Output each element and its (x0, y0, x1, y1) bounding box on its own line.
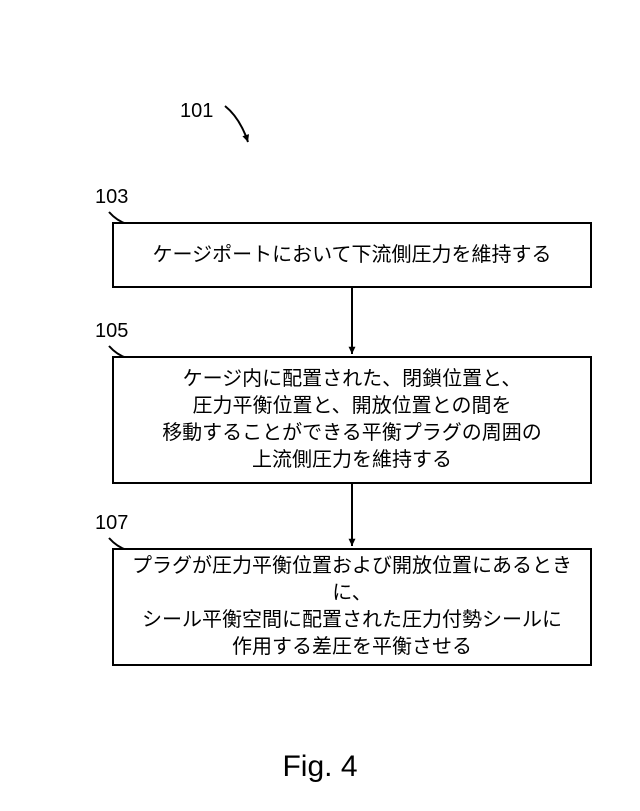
figure-caption: Fig. 4 (0, 750, 640, 784)
step-tail-107 (0, 0, 640, 811)
flowchart-container: 101 103 ケージポートにおいて下流側圧力を維持する 105 ケージ内に配置… (0, 0, 640, 811)
step-box-107: プラグが圧力平衡位置および開放位置にあるときに、シール平衡空間に配置された圧力付… (112, 548, 592, 666)
